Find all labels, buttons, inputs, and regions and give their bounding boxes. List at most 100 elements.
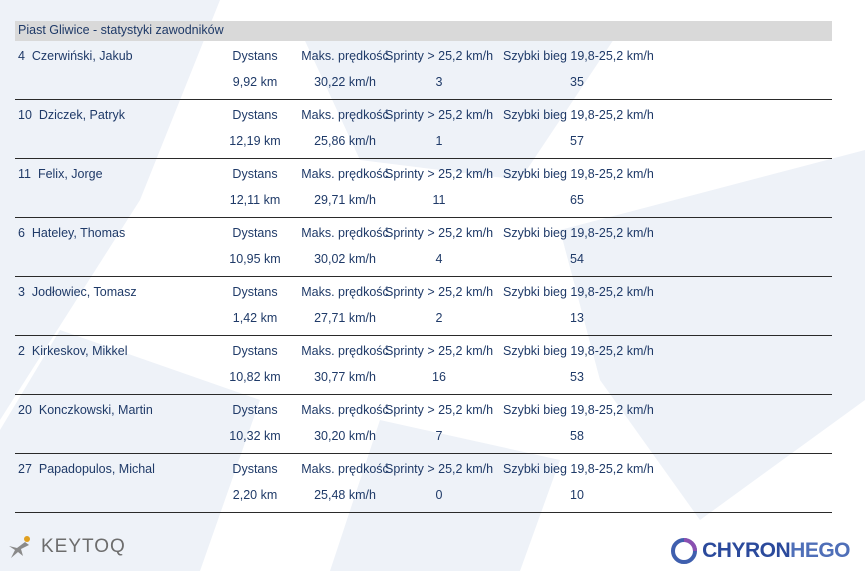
fast-run-value: 57 <box>570 134 584 148</box>
player-row: 27 Papadopulos, Michal Dystans Maks. prędk… <box>15 454 832 513</box>
fast-run-value: 53 <box>570 370 584 384</box>
sprints-value: 11 <box>432 193 446 207</box>
player-full-name: Hateley, Thomas <box>31 226 126 240</box>
fast-run-label: Szybki bieg 19,8-25,2 km/h <box>503 108 654 122</box>
player-number: 20 <box>18 403 32 417</box>
player-full-name: Dziczek, Patryk <box>38 108 125 122</box>
keytoq-figure-icon <box>9 536 30 558</box>
player-full-name: Kirkeskov, Mikkel <box>31 344 128 358</box>
max-speed-value: 30,22 km/h <box>314 75 376 89</box>
player-name: 10 Dziczek, Patryk <box>18 108 125 122</box>
sprints-value: 3 <box>435 75 443 89</box>
fast-run-value: 58 <box>570 429 584 443</box>
fast-run-label: Szybki bieg 19,8-25,2 km/h <box>503 403 654 417</box>
max-speed-value: 29,71 km/h <box>314 193 376 207</box>
max-speed-label: Maks. prędkość <box>301 108 389 122</box>
max-speed-value: 30,77 km/h <box>314 370 376 384</box>
player-number: 2 <box>18 344 25 358</box>
sprints-label: Sprinty > 25,2 km/h <box>385 108 494 122</box>
player-full-name: Jodłowiec, Tomasz <box>31 285 137 299</box>
table-header: Piast Gliwice - statystyki zawodników <box>15 21 832 41</box>
player-name: 27 Papadopulos, Michal <box>18 462 155 476</box>
distance-value: 1,42 km <box>232 311 278 325</box>
player-number: 27 <box>18 462 32 476</box>
fast-run-value: 54 <box>570 252 584 266</box>
keytoq-logo-text: KEYTOQ <box>41 536 126 557</box>
player-name: 3 Jodłowiec, Tomasz <box>18 285 137 299</box>
max-speed-label: Maks. prędkość <box>301 226 389 240</box>
player-row: 11 Felix, Jorge Dystans Maks. prędkość Spri… <box>15 159 832 218</box>
player-full-name: Papadopulos, Michal <box>38 462 155 476</box>
player-name: 4 Czerwiński, Jakub <box>18 49 133 63</box>
distance-value: 10,95 km <box>229 252 281 266</box>
chyronhego-logo: CHYRONHEGO <box>670 536 850 566</box>
distance-label: Dystans <box>232 344 278 358</box>
player-stats-list: 4 Czerwiński, Jakub Dystans Maks. prędkość… <box>15 41 832 513</box>
chyronhego-logo-text: CHYRONHEGO <box>702 539 850 563</box>
fast-run-value: 13 <box>570 311 584 325</box>
max-speed-value: 27,71 km/h <box>314 311 376 325</box>
player-row: 3 Jodłowiec, Tomasz Dystans Maks. prędkość… <box>15 277 832 336</box>
sprints-value: 0 <box>435 488 443 502</box>
distance-label: Dystans <box>232 403 278 417</box>
max-speed-label: Maks. prędkość <box>301 285 389 299</box>
distance-value: 2,20 km <box>232 488 278 502</box>
distance-value: 12,19 km <box>229 134 281 148</box>
player-number: 3 <box>18 285 25 299</box>
fast-run-value: 65 <box>570 193 584 207</box>
distance-label: Dystans <box>232 108 278 122</box>
fast-run-label: Szybki bieg 19,8-25,2 km/h <box>503 344 654 358</box>
sprints-value: 16 <box>432 370 446 384</box>
player-row: 2 Kirkeskov, Mikkel Dystans Maks. prędkość… <box>15 336 832 395</box>
max-speed-value: 25,48 km/h <box>314 488 376 502</box>
sprints-value: 7 <box>435 429 443 443</box>
distance-label: Dystans <box>232 49 278 63</box>
sprints-value: 2 <box>435 311 443 325</box>
player-number: 6 <box>18 226 25 240</box>
max-speed-label: Maks. prędkość <box>301 167 389 181</box>
distance-value: 12,11 km <box>229 193 281 207</box>
distance-label: Dystans <box>232 462 278 476</box>
chyronhego-logo-part-b: HEGO <box>790 539 850 562</box>
player-name: 11 Felix, Jorge <box>18 167 103 181</box>
page-title: Piast Gliwice - statystyki zawodników <box>18 23 224 37</box>
max-speed-value: 30,02 km/h <box>314 252 376 266</box>
sprints-label: Sprinty > 25,2 km/h <box>385 285 494 299</box>
player-full-name: Felix, Jorge <box>37 167 103 181</box>
distance-label: Dystans <box>232 167 278 181</box>
sprints-label: Sprinty > 25,2 km/h <box>385 462 494 476</box>
player-number: 11 <box>18 167 31 181</box>
fast-run-label: Szybki bieg 19,8-25,2 km/h <box>503 167 654 181</box>
player-row: 4 Czerwiński, Jakub Dystans Maks. prędkość… <box>15 41 832 100</box>
max-speed-label: Maks. prędkość <box>301 403 389 417</box>
player-number: 10 <box>18 108 32 122</box>
player-row: 20 Konczkowski, Martin Dystans Maks. prędk… <box>15 395 832 454</box>
max-speed-value: 25,86 km/h <box>314 134 376 148</box>
chyronhego-logo-part-a: CHYRON <box>702 539 791 562</box>
fast-run-label: Szybki bieg 19,8-25,2 km/h <box>503 285 654 299</box>
sprints-value: 1 <box>435 134 443 148</box>
fast-run-label: Szybki bieg 19,8-25,2 km/h <box>503 226 654 240</box>
distance-value: 10,82 km <box>229 370 281 384</box>
max-speed-label: Maks. prędkość <box>301 344 389 358</box>
distance-label: Dystans <box>232 285 278 299</box>
player-row: 10 Dziczek, Patryk Dystans Maks. prędkość S… <box>15 100 832 159</box>
fast-run-value: 10 <box>570 488 584 502</box>
player-name: 6 Hateley, Thomas <box>18 226 125 240</box>
fast-run-label: Szybki bieg 19,8-25,2 km/h <box>503 462 654 476</box>
player-number: 4 <box>18 49 25 63</box>
player-name: 2 Kirkeskov, Mikkel <box>18 344 128 358</box>
fast-run-value: 35 <box>570 75 584 89</box>
sprints-label: Sprinty > 25,2 km/h <box>385 226 494 240</box>
sprints-label: Sprinty > 25,2 km/h <box>385 403 494 417</box>
max-speed-label: Maks. prędkość <box>301 49 389 63</box>
distance-value: 9,92 km <box>232 75 278 89</box>
sprints-value: 4 <box>435 252 443 266</box>
player-name: 20 Konczkowski, Martin <box>18 403 153 417</box>
player-row: 6 Hateley, Thomas Dystans Maks. prędkość Sp… <box>15 218 832 277</box>
player-full-name: Konczkowski, Martin <box>38 403 153 417</box>
distance-value: 10,32 km <box>229 429 281 443</box>
fast-run-label: Szybki bieg 19,8-25,2 km/h <box>503 49 654 63</box>
distance-label: Dystans <box>232 226 278 240</box>
sprints-label: Sprinty > 25,2 km/h <box>385 344 494 358</box>
